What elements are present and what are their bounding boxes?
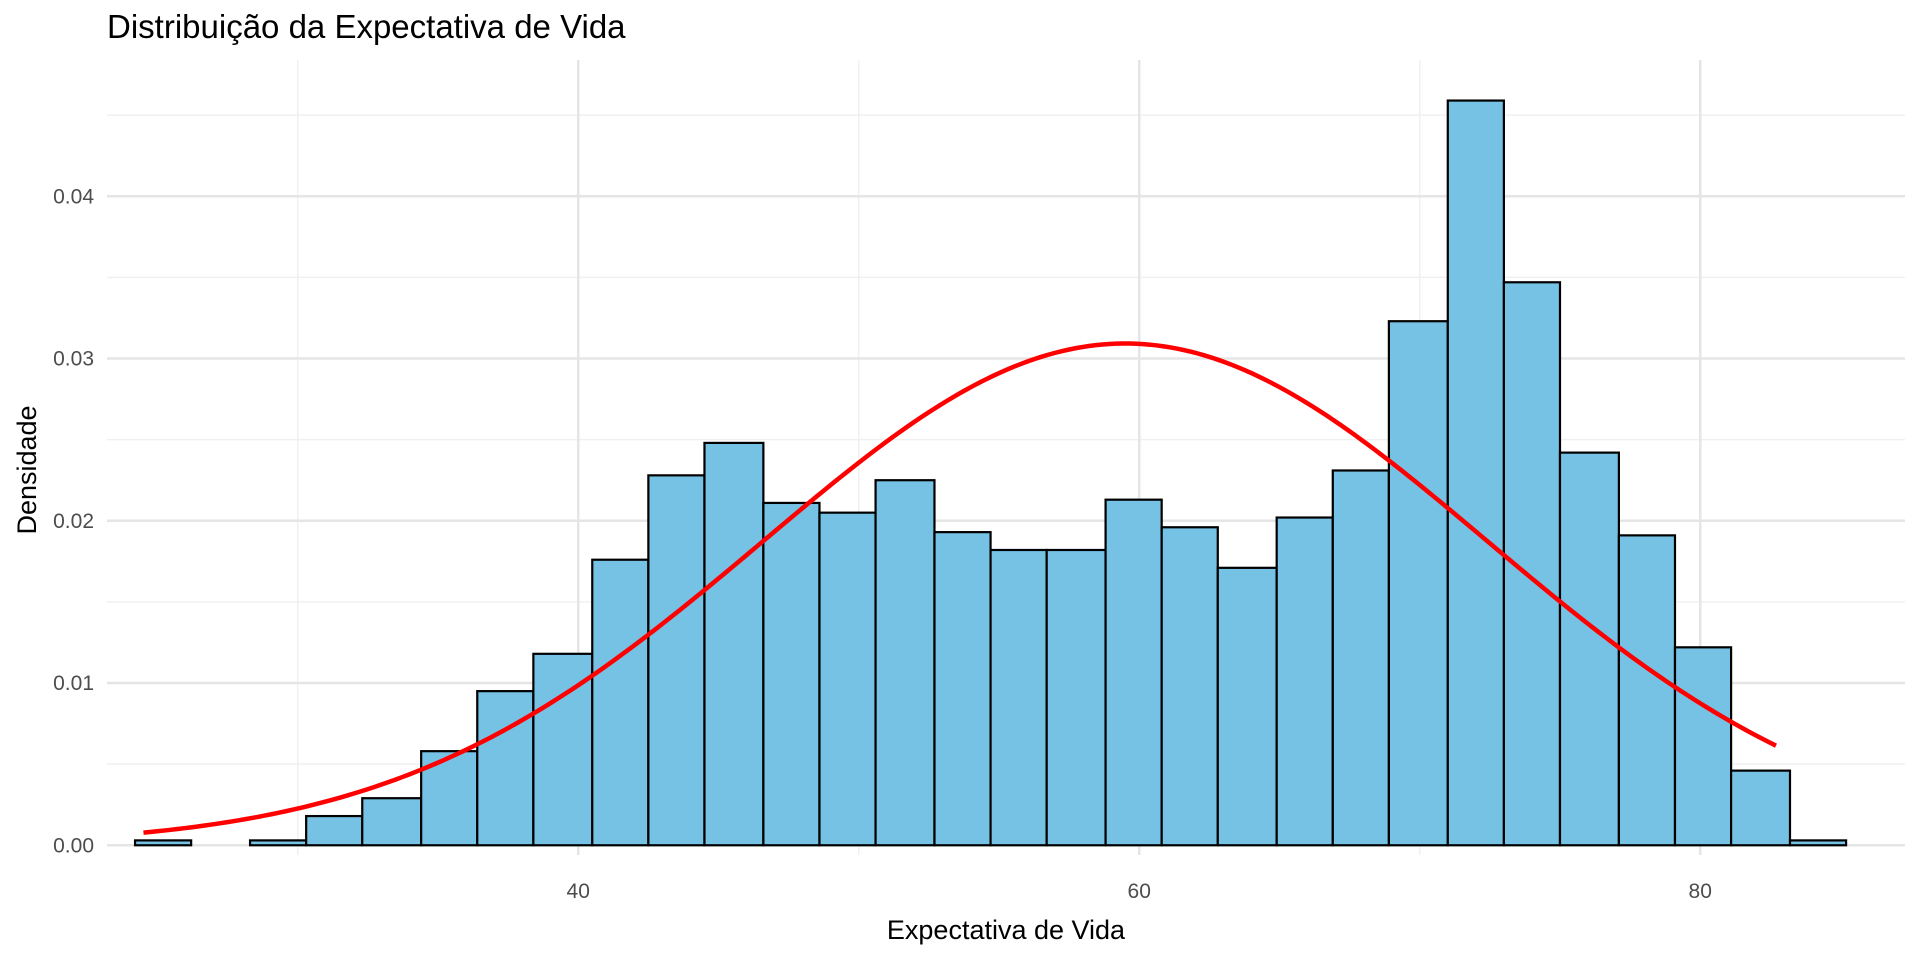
normal-curve-layer — [143, 341, 1777, 835]
x-axis-ticks: 40 60 80 — [567, 880, 1712, 903]
histogram-bar — [762, 501, 821, 847]
histogram-bar — [1216, 566, 1278, 847]
y-tick-label: 0.03 — [53, 348, 94, 371]
histogram-bar — [1617, 534, 1677, 847]
histogram-bar — [133, 839, 193, 847]
histogram-bar — [647, 474, 706, 847]
histogram-bar — [532, 652, 594, 847]
histogram-bar — [703, 441, 765, 847]
y-axis-label: Densidade — [12, 405, 42, 534]
histogram-bar — [591, 558, 650, 847]
histogram-bar — [476, 690, 535, 847]
histogram-bar — [989, 548, 1048, 847]
histogram-bar — [1275, 516, 1334, 847]
histogram-bar — [1045, 548, 1107, 847]
histogram-bar — [933, 531, 992, 847]
histogram-bar — [818, 511, 877, 847]
x-axis-label: Expectativa de Vida — [887, 915, 1126, 945]
y-tick-label: 0.04 — [53, 185, 94, 208]
histogram-bar — [305, 814, 364, 847]
x-tick-label: 40 — [567, 880, 590, 903]
histogram-bars — [133, 99, 1848, 847]
histogram-bar — [1729, 769, 1792, 847]
histogram-bar — [1160, 526, 1219, 847]
chart-title: Distribuição da Expectativa de Vida — [107, 8, 626, 45]
histogram-bar — [1673, 646, 1733, 847]
histogram-bar — [361, 797, 423, 847]
histogram-bar — [1387, 320, 1449, 847]
x-tick-label: 60 — [1128, 880, 1151, 903]
histogram-bar — [1446, 99, 1505, 847]
normal-density-curve — [143, 341, 1777, 835]
histogram-bar — [874, 479, 936, 847]
histogram-bar — [1331, 469, 1390, 847]
y-tick-label: 0.01 — [53, 672, 94, 695]
histogram-bar — [1558, 451, 1620, 847]
y-tick-label: 0.00 — [53, 834, 94, 857]
x-tick-label: 80 — [1689, 880, 1712, 903]
y-axis-ticks: 0.00 0.01 0.02 0.03 0.04 — [53, 185, 94, 857]
histogram-bar — [1104, 498, 1163, 847]
histogram-bar — [248, 839, 308, 847]
y-tick-label: 0.02 — [53, 510, 94, 533]
histogram-bar — [1788, 839, 1848, 847]
